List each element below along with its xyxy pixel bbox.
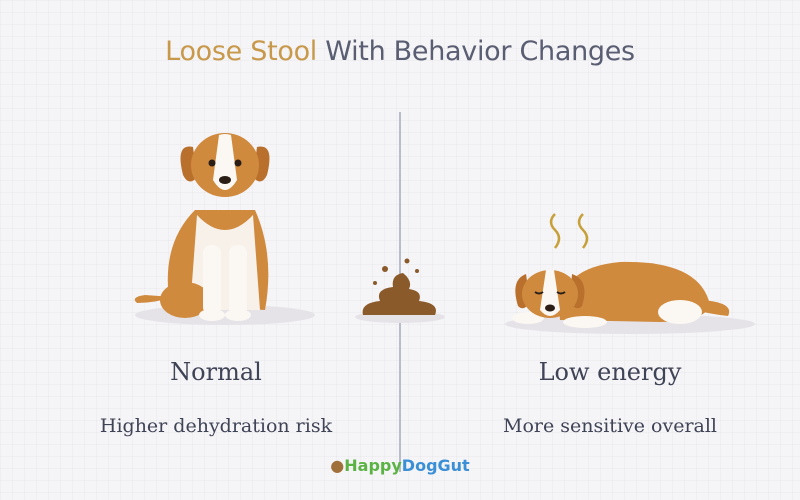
sitting-dog-illustration	[134, 133, 315, 325]
right-caption: More sensitive overall	[502, 415, 718, 437]
left-caption: Higher dehydration risk	[99, 415, 333, 437]
stool-illustration	[355, 258, 445, 323]
lying-dog-illustration	[505, 261, 755, 334]
brand-logo: ●HappyDogGut	[0, 456, 800, 475]
title-highlight: Loose Stool	[165, 36, 318, 67]
logo-text-doggut: DogGut	[401, 456, 470, 475]
left-heading: Normal	[170, 358, 262, 386]
page-title: Loose Stool With Behavior Changes	[0, 36, 800, 67]
title-rest: With Behavior Changes	[317, 36, 635, 67]
stink-lines-icon	[549, 213, 589, 249]
logo-dog-icon: ●	[330, 456, 345, 475]
logo-text-happy: Happy	[344, 456, 402, 475]
right-heading: Low energy	[538, 358, 682, 386]
